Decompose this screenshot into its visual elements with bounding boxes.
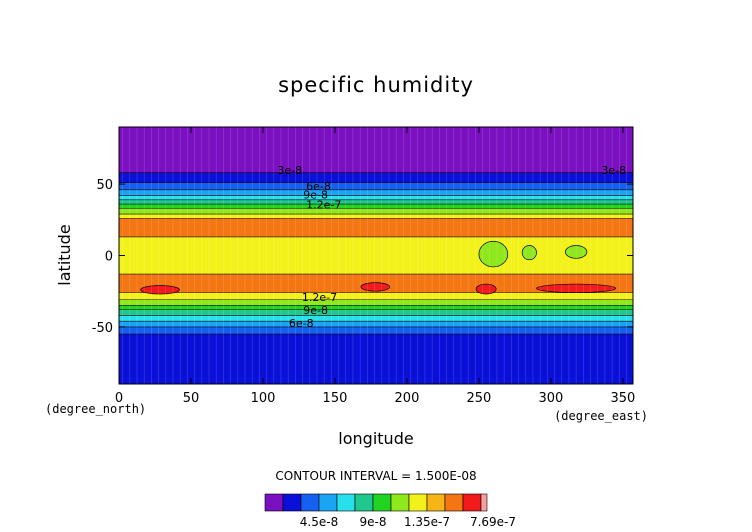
y-axis-title: latitude (55, 224, 74, 285)
colorbar-cell (372, 493, 392, 512)
contour-band (119, 189, 633, 196)
contour-band (119, 182, 633, 190)
contour-patch (360, 282, 391, 292)
colorbar-cell (318, 493, 338, 512)
contour-patch (564, 245, 588, 259)
contour-band (119, 127, 633, 173)
contour-label: 3e-8 (277, 164, 302, 177)
contour-patch (140, 285, 180, 295)
contour-band (119, 321, 633, 327)
y-axis: -50 0 50 (92, 178, 633, 336)
contour-label: 3e-8 (601, 164, 626, 177)
colorbar-tick-label: 4.5e-8 (300, 515, 338, 529)
x-tick-label: 100 (251, 391, 276, 406)
contour-band (119, 195, 633, 200)
contour-patch (521, 245, 537, 261)
y-tick-label: -50 (92, 321, 113, 336)
x-axis-title: longitude (338, 429, 413, 448)
colorbar-tick-label: 9e-8 (360, 515, 387, 529)
colorbar-tick-label: 7.69e-7 (470, 515, 516, 529)
x-tick-label: 200 (395, 391, 420, 406)
contour-band (119, 172, 633, 183)
colorbar-cell (480, 493, 488, 512)
contour-band (119, 218, 633, 237)
contour-label: 9e-8 (303, 304, 328, 317)
contour-label: 1.2e-7 (306, 198, 341, 211)
x-axis: 0 50 100 150 200 250 300 350 (115, 127, 635, 406)
colorbar-tick-label: 1.35e-7 (404, 515, 450, 529)
contour-anomalies (140, 240, 617, 295)
x-tick-label: 150 (323, 391, 348, 406)
colorbar-cell (354, 493, 374, 512)
colorbar-cell (444, 493, 464, 512)
contour-band (119, 315, 633, 322)
colorbar-cell (390, 493, 410, 512)
colorbar-cell (408, 493, 428, 512)
y-tick-label: 50 (96, 178, 113, 193)
colorbar-tick-labels: 4.5e-8 9e-8 1.35e-7 7.69e-7 (300, 515, 516, 529)
colorbar-cell (462, 493, 482, 512)
contour-band (119, 214, 633, 219)
contour-patch (478, 240, 509, 268)
colorbar-cell (426, 493, 446, 512)
colorbar-cell (336, 493, 356, 512)
contour-patch (536, 283, 617, 293)
contour-band (119, 326, 633, 335)
contour-band (119, 305, 633, 310)
chart-title: specific humidity (278, 73, 474, 97)
x-tick-label: 0 (115, 391, 123, 406)
contour-band (119, 236, 633, 275)
contour-band (119, 299, 633, 306)
contour-bands (119, 127, 633, 384)
y-unit-label: (degree_north) (45, 402, 146, 416)
contour-band (119, 334, 633, 384)
contour-band (119, 208, 633, 215)
plot-area: 3e-86e-89e-81.2e-71.2e-79e-86e-83e-8 (118, 126, 634, 385)
y-tick-label: 0 (105, 250, 113, 265)
contour-band (119, 309, 633, 316)
colorbar-cell (282, 493, 302, 512)
contour-label: 6e-8 (306, 180, 331, 193)
contour-label: 9e-8 (303, 188, 328, 201)
contour-label: 6e-8 (289, 317, 314, 330)
colorbar-cell (300, 493, 320, 512)
contour-band (119, 292, 633, 300)
x-tick-label: 50 (183, 391, 200, 406)
contour-label: 1.2e-7 (302, 291, 337, 304)
contour-labels: 3e-86e-89e-81.2e-71.2e-79e-86e-83e-8 (277, 164, 626, 330)
contour-band (119, 199, 633, 205)
contour-band (119, 204, 633, 209)
contour-patch (475, 283, 497, 295)
contour-interval-label: CONTOUR INTERVAL = 1.500E-08 (275, 469, 476, 483)
colorbar-cell (264, 493, 284, 512)
colorbar (264, 493, 488, 512)
x-tick-label: 250 (467, 391, 492, 406)
x-tick-label: 350 (611, 391, 636, 406)
grid-lines (122, 127, 627, 384)
x-tick-label: 300 (539, 391, 564, 406)
x-unit-label: (degree_east) (554, 409, 648, 423)
